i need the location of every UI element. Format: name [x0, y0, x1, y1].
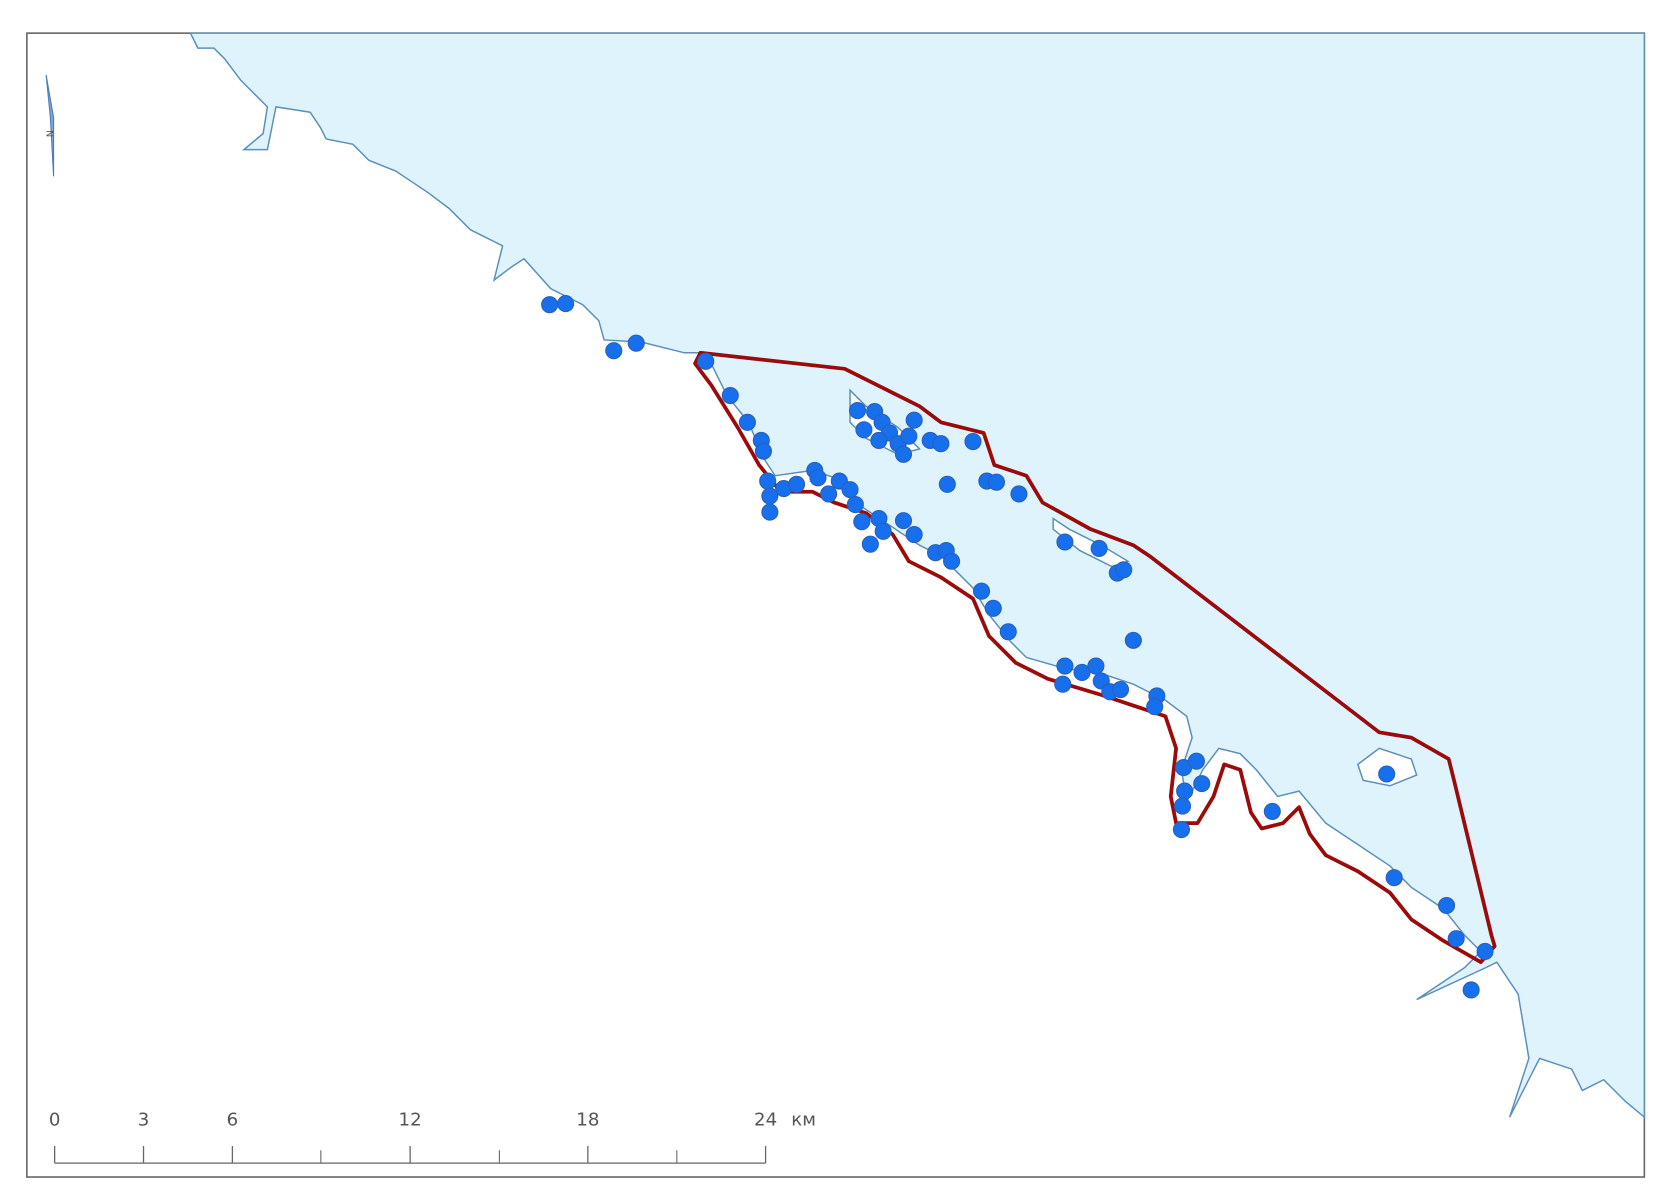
north-label: N	[46, 130, 57, 137]
scale-tick-label: 18	[576, 1110, 599, 1131]
scale-tick-label: 24	[754, 1110, 777, 1131]
scale-tick-label: 12	[399, 1110, 422, 1131]
study-area-boundary	[693, 350, 1497, 965]
scale-tick-label: 6	[227, 1110, 239, 1131]
scale-tick-label: 0	[49, 1110, 61, 1131]
north-arrow: N	[45, 74, 57, 177]
scale-unit: км	[791, 1110, 816, 1131]
scale-bar: км 0 3 6 12 18 24	[49, 1110, 816, 1164]
observation-points	[541, 295, 1494, 999]
scale-tick-label: 3	[138, 1110, 150, 1131]
